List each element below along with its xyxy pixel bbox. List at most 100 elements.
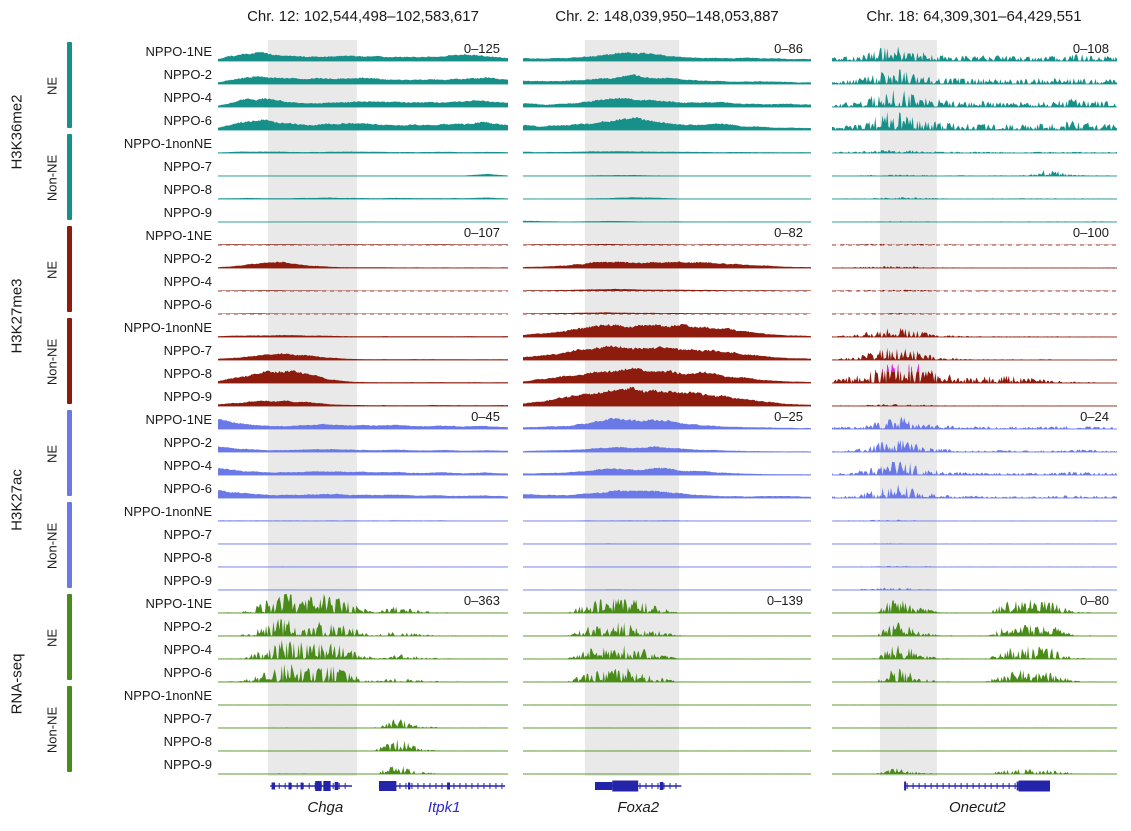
range-label: 0–108 [1072,41,1109,56]
subgroup-color-bar [67,410,72,496]
subgroup-label-ne: NE [44,76,60,96]
signal-track [523,174,811,176]
track-label: NPPO-9 [163,573,212,588]
signal-track [832,668,1117,682]
gene-exon [288,782,292,790]
subgroup-color-bar [67,42,72,128]
signal-track [523,312,811,314]
signal-track [218,490,508,498]
range-label: 0–86 [774,41,803,56]
gene-exon [904,781,907,791]
subgroup-label-non-ne: Non-NE [44,706,60,754]
signal-track [218,353,508,360]
range-label: 0–45 [471,409,500,424]
signal-track [832,265,1117,268]
signal-track [523,386,811,406]
subgroup-color-bar [67,318,72,404]
track-label: NPPO-2 [163,619,212,634]
subgroup-color-bar [67,226,72,312]
signal-track [218,619,508,636]
track-label: NPPO-2 [163,67,212,82]
signal-track [832,598,1117,613]
signal-track [523,97,811,107]
signal-track [218,313,508,314]
signal-track [832,704,1117,705]
signal-track [832,565,1117,567]
gene-model-chga: Chga [270,781,352,816]
signal-track [523,520,811,521]
signal-track [832,416,1117,429]
signal-track [832,519,1117,521]
signal-track [218,261,508,268]
signal-track [218,76,508,84]
signal-track [832,327,1117,337]
gene-model-foxa2: Foxa2 [595,780,682,816]
gene-exon [408,782,411,790]
signal-track [832,111,1117,130]
signal-track [218,151,508,153]
range-label: 0–125 [463,41,500,56]
signal-track [218,290,508,291]
signal-track [832,750,1117,751]
signal-track [523,220,811,222]
signal-track [523,74,811,84]
signal-track [523,51,811,61]
signal-track [832,439,1117,452]
gene-model-onecut2: Onecut2 [904,780,1051,816]
group-label-h3k27ac: H3K27ac [8,469,26,531]
track-label: NPPO-7 [163,527,212,542]
signal-track [218,370,508,383]
signal-track [832,169,1117,176]
signal-track [832,644,1117,659]
signal-track [523,489,811,498]
range-label: 0–107 [463,225,500,240]
signal-track [218,766,508,774]
region-header-chr2: Chr. 2: 148,039,950–148,053,887 [555,8,779,25]
track-label: NPPO-6 [163,113,212,128]
track-label: NPPO-8 [163,182,212,197]
gene-exon [315,781,322,791]
signal-track [218,197,508,199]
signal-track [523,261,811,268]
signal-track [218,98,508,107]
signal-track [218,704,508,705]
signal-track [218,244,508,245]
subgroup-label-non-ne: Non-NE [44,154,60,202]
signal-track [218,418,508,429]
region-header-chr12: Chr. 12: 102,544,498–102,583,617 [247,8,479,25]
signal-track [218,51,508,61]
subgroup-label-non-ne: Non-NE [44,522,60,570]
gene-label: Foxa2 [617,799,659,816]
track-label: NPPO-9 [163,757,212,772]
range-label: 0–24 [1080,409,1109,424]
subgroup-color-bar [67,686,72,772]
signal-track [832,363,1117,383]
gene-exon [300,782,304,790]
signal-track [523,645,811,659]
signal-panel-2 [832,40,1117,776]
group-label-h3k27me3: H3K27me3 [8,278,26,354]
signal-track [523,197,811,199]
gene-exon [595,782,613,790]
gene-exon [1016,781,1019,791]
signal-track [218,446,508,452]
signal-track [218,738,508,751]
track-label: NPPO-6 [163,665,212,680]
gene-track-panel-1: Foxa2 [595,780,682,816]
track-label: NPPO-4 [163,90,212,105]
highlight-band [584,40,680,776]
gene-exon [612,780,639,792]
track-label: NPPO-8 [163,734,212,749]
signal-track [832,622,1117,636]
gene-model-itpk1: Itpk1 [378,781,506,816]
region-header-chr18: Chr. 18: 64,309,301–64,429,551 [866,8,1082,25]
signal-track [218,719,508,728]
track-label: NPPO-1nonNE [123,688,212,703]
signal-track [832,221,1117,222]
signal-track [523,345,811,360]
signal-track [523,367,811,383]
track-label: NPPO-1NE [145,412,212,427]
track-label: NPPO-9 [163,205,212,220]
track-label: NPPO-8 [163,550,212,565]
